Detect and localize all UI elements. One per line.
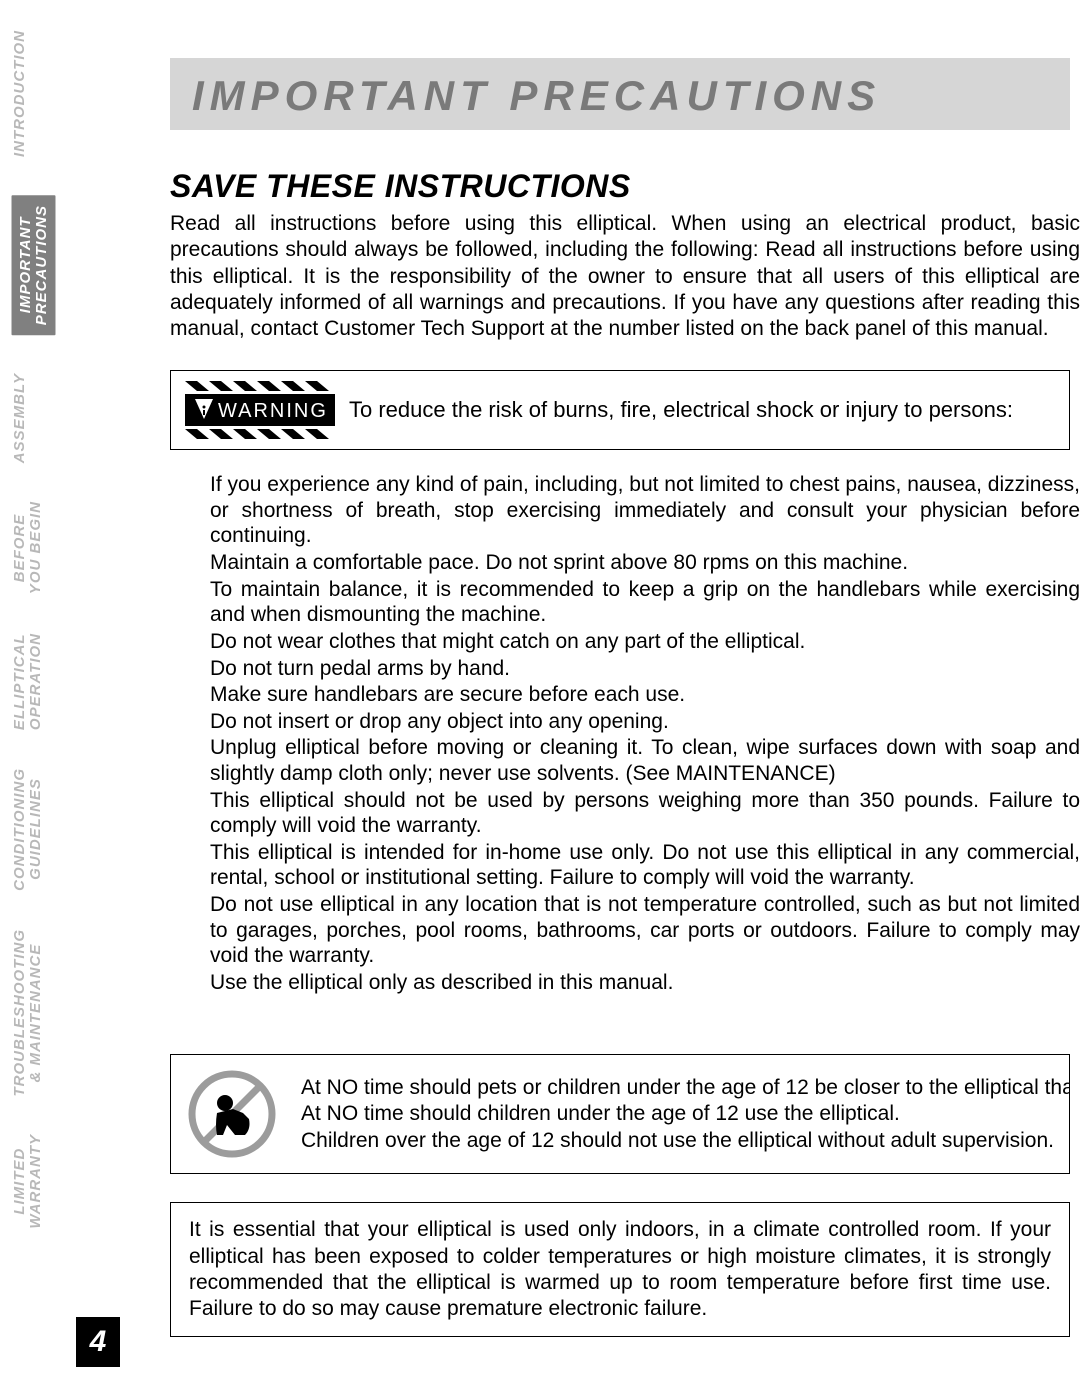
nav-conditioning-guidelines[interactable]: CONDITIONING GUIDELINES	[12, 768, 44, 891]
precaution-list: If you experience any kind of pain, incl…	[200, 472, 1080, 996]
sidebar-nav: INTRODUCTION IMPORTANT PRECAUTIONS ASSEM…	[12, 30, 82, 1267]
precaution-item: This elliptical should not be used by pe…	[200, 788, 1080, 839]
precaution-item: Do not use elliptical in any location th…	[200, 892, 1080, 969]
section-title-bar: IMPORTANT PRECAUTIONS	[170, 58, 1070, 130]
child-safety-line: At NO time should children under the age…	[301, 1101, 1070, 1127]
precaution-item: Do not wear clothes that might catch on …	[200, 629, 1080, 655]
child-safety-line: Children over the age of 12 should not u…	[301, 1128, 1070, 1154]
manual-page: INTRODUCTION IMPORTANT PRECAUTIONS ASSEM…	[0, 0, 1080, 1397]
precaution-item: Maintain a comfortable pace. Do not spri…	[200, 550, 1080, 576]
precaution-item: This elliptical is intended for in-home …	[200, 840, 1080, 891]
warning-badge-icon: WARNING	[185, 381, 335, 439]
precaution-item: Unplug elliptical before moving or clean…	[200, 735, 1080, 786]
precaution-item: Do not turn pedal arms by hand.	[200, 656, 1080, 682]
precaution-item: Use the elliptical only as described in …	[200, 970, 1080, 996]
no-children-icon	[187, 1069, 277, 1159]
nav-troubleshooting-maintenance[interactable]: TROUBLESHOOTING & MAINTENANCE	[12, 929, 44, 1097]
section-title: IMPORTANT PRECAUTIONS	[192, 72, 881, 119]
nav-elliptical-operation[interactable]: ELLIPTICAL OPERATION	[12, 633, 44, 730]
page-number: 4	[76, 1317, 120, 1367]
child-safety-callout: At NO time should pets or children under…	[170, 1054, 1070, 1174]
precaution-item: If you experience any kind of pain, incl…	[200, 472, 1080, 549]
precaution-item: Make sure handlebars are secure before e…	[200, 682, 1080, 708]
nav-limited-warranty[interactable]: LIMITED WARRANTY	[12, 1134, 44, 1229]
warning-text: To reduce the risk of burns, fire, elect…	[349, 397, 1013, 423]
precaution-item: To maintain balance, it is recommended t…	[200, 577, 1080, 628]
subheading: SAVE THESE INSTRUCTIONS	[170, 168, 1080, 205]
nav-important-precautions[interactable]: IMPORTANT PRECAUTIONS	[12, 195, 56, 335]
climate-callout: It is essential that your elliptical is …	[170, 1202, 1070, 1337]
precaution-item: Do not insert or drop any object into an…	[200, 709, 1080, 735]
child-safety-text: At NO time should pets or children under…	[301, 1075, 1070, 1154]
child-safety-line: At NO time should pets or children under…	[301, 1075, 1070, 1101]
warning-callout: WARNING To reduce the risk of burns, fir…	[170, 370, 1070, 450]
climate-text: It is essential that your elliptical is …	[189, 1217, 1051, 1322]
nav-before-you-begin[interactable]: BEFORE YOU BEGIN	[12, 501, 44, 594]
warning-badge-label: WARNING	[218, 400, 328, 422]
content-area: IMPORTANT PRECAUTIONS SAVE THESE INSTRUC…	[170, 58, 1080, 1337]
nav-introduction[interactable]: INTRODUCTION	[12, 30, 28, 157]
intro-paragraph: Read all instructions before using this …	[170, 211, 1080, 342]
nav-assembly[interactable]: ASSEMBLY	[12, 373, 28, 463]
